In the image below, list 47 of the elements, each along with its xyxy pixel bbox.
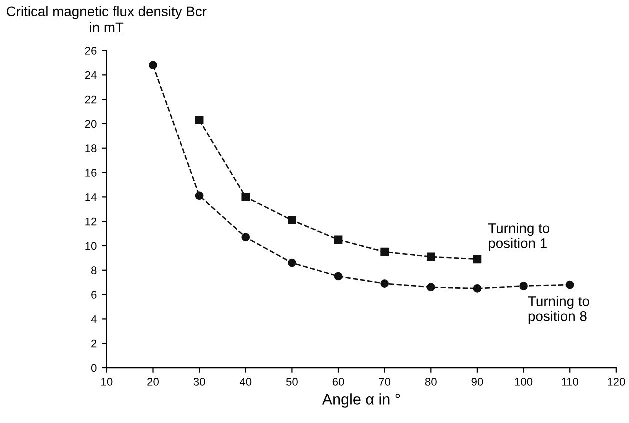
x-tick-label: 60 (332, 378, 344, 386)
x-tick-label: 40 (240, 378, 252, 386)
point (288, 258, 296, 268)
y-tick-label: 16 (86, 169, 97, 177)
point (566, 280, 574, 290)
x-tick-label: 90 (472, 378, 484, 386)
point (426, 252, 436, 262)
annotation: Turning to position 8 (528, 296, 590, 324)
y-tick-label: 6 (92, 291, 97, 299)
y-tick-label: 4 (91, 316, 97, 324)
y-tick-label: 18 (86, 144, 97, 153)
x-tick-label: 30 (194, 378, 206, 386)
x-axis-title: Angle α in ° (322, 394, 400, 408)
y-tick-label: 8 (92, 266, 97, 275)
point (380, 280, 389, 288)
point (473, 284, 482, 293)
y-tick-label: 0 (91, 364, 97, 372)
x-tick-label: 120 (608, 378, 626, 386)
y-tick-label: 14 (86, 194, 97, 202)
x-tick-label: 80 (425, 378, 437, 386)
point (334, 236, 343, 244)
y-tick-label: 10 (86, 242, 97, 250)
y-tick-label: 26 (85, 47, 97, 55)
point (242, 193, 250, 202)
y-tick-label: 24 (85, 71, 97, 80)
point (288, 216, 296, 225)
annotation: Turning to position 1 (488, 223, 550, 252)
point (242, 233, 250, 242)
point (473, 255, 482, 264)
y-tick-label: 12 (86, 218, 97, 226)
point (380, 248, 389, 256)
y-tick-label: 2 (92, 340, 97, 348)
point (520, 282, 528, 290)
y-tick-label: 20 (85, 120, 97, 128)
x-tick-label: 70 (379, 378, 391, 386)
point (195, 192, 204, 200)
y-axis-title: Critical magnetic flux density Bcr in mT (6, 6, 207, 32)
x-tick-label: 50 (286, 378, 298, 386)
x-tick-label: 20 (148, 378, 159, 386)
x-tick-label: 10 (102, 378, 113, 386)
x-tick-label: 110 (562, 378, 579, 386)
y-tick-label: 22 (85, 96, 97, 104)
point (334, 272, 343, 281)
point (426, 283, 436, 292)
point (149, 61, 158, 70)
x-tick-label: 100 (515, 378, 533, 386)
point (195, 116, 204, 124)
